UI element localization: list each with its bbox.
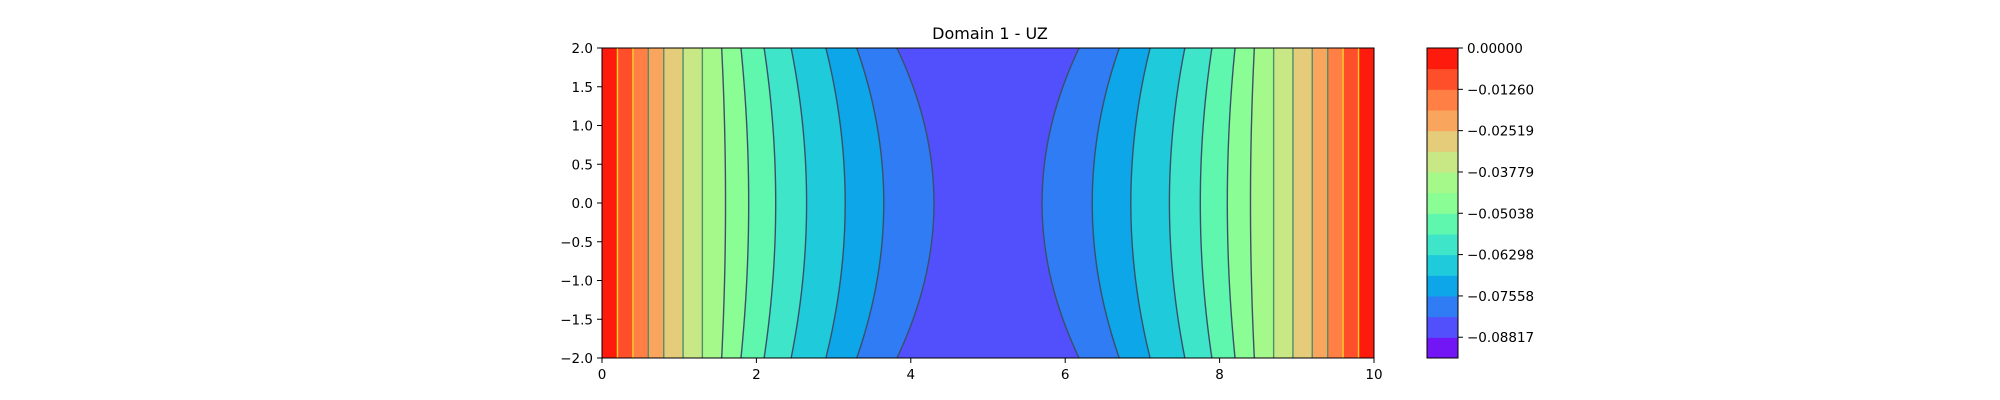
x-axis: 0 2 4 6 8 10 xyxy=(598,358,1383,383)
colorbar-band xyxy=(1427,68,1458,90)
y-tick-label: −2.0 xyxy=(560,351,593,367)
x-tick-label: 0 xyxy=(598,367,607,383)
contour-line xyxy=(856,48,885,358)
contour-line xyxy=(825,48,846,358)
contour-line xyxy=(1041,48,1080,358)
y-tick-label: −1.5 xyxy=(560,312,593,328)
contour-line xyxy=(790,48,808,358)
colorbar-band xyxy=(1427,234,1458,256)
colorbar-tick-label: −0.06298 xyxy=(1467,248,1534,264)
x-tick-label: 6 xyxy=(1061,367,1070,383)
contour-line xyxy=(896,48,935,358)
contour-lines xyxy=(616,48,1360,358)
contour-band xyxy=(602,48,618,358)
y-tick-label: 1.0 xyxy=(572,119,593,135)
colorbar-band xyxy=(1427,89,1458,111)
colorbar: 0.00000 −0.01260 −0.02519 −0.03779 −0.05038 −… xyxy=(1426,41,1534,359)
colorbar-band xyxy=(1427,151,1458,173)
colorbar-band xyxy=(1427,316,1458,338)
x-tick-label: 4 xyxy=(907,367,916,383)
y-tick-label: 2.0 xyxy=(572,41,593,57)
colorbar-tick-label: −0.05038 xyxy=(1467,206,1534,222)
x-tick-label: 2 xyxy=(752,367,761,383)
plot-area: 0 2 4 6 8 10 2.0 1.5 1.0 0.5 0.0 −0.5 −1.0 −1.5 −2.0 xyxy=(560,41,1382,383)
contour-line xyxy=(1130,48,1151,358)
colorbar-band xyxy=(1427,48,1458,70)
contour-line xyxy=(740,48,750,358)
colorbar-band xyxy=(1427,337,1458,359)
colorbar-band xyxy=(1427,192,1458,214)
colorbar-tick-label: −0.03779 xyxy=(1467,165,1534,181)
chart-title: Domain 1 - UZ xyxy=(932,24,1048,43)
colorbar-tick-label: 0.00000 xyxy=(1467,41,1523,57)
contour-line xyxy=(1168,48,1186,358)
colorbar-band xyxy=(1427,110,1458,132)
y-tick-label: −1.0 xyxy=(560,274,593,290)
contour-line xyxy=(1226,48,1236,358)
y-tick-label: 1.5 xyxy=(572,80,593,96)
colorbar-band xyxy=(1427,130,1458,152)
x-tick-label: 8 xyxy=(1215,367,1224,383)
colorbar-band xyxy=(1427,296,1458,318)
colorbar-bands xyxy=(1427,48,1458,359)
colorbar-tick-label: −0.07558 xyxy=(1467,289,1534,305)
y-axis: 2.0 1.5 1.0 0.5 0.0 −0.5 −1.0 −1.5 −2.0 xyxy=(560,41,602,367)
y-tick-label: 0.5 xyxy=(572,157,593,173)
colorbar-frame xyxy=(1426,47,1459,359)
contour-band xyxy=(1358,48,1374,358)
colorbar-tick-label: −0.01260 xyxy=(1467,82,1534,98)
colorbar-tick-label: −0.02519 xyxy=(1467,124,1534,140)
y-tick-label: 0.0 xyxy=(572,196,593,212)
colorbar-band xyxy=(1427,275,1458,297)
contour-fills xyxy=(602,48,1374,358)
x-tick-label: 10 xyxy=(1365,367,1382,383)
contour-line xyxy=(1091,48,1120,358)
contour-line xyxy=(720,48,727,358)
colorbar-band xyxy=(1427,172,1458,194)
colorbar-tick-label: −0.08817 xyxy=(1467,330,1534,346)
y-tick-label: −0.5 xyxy=(560,235,593,251)
colorbar-ticks: 0.00000 −0.01260 −0.02519 −0.03779 −0.05038 −… xyxy=(1458,41,1534,346)
colorbar-band xyxy=(1427,254,1458,276)
contour-line xyxy=(1199,48,1213,358)
contour-line xyxy=(1249,48,1256,358)
contour-line xyxy=(763,48,777,358)
colorbar-band xyxy=(1427,213,1458,235)
